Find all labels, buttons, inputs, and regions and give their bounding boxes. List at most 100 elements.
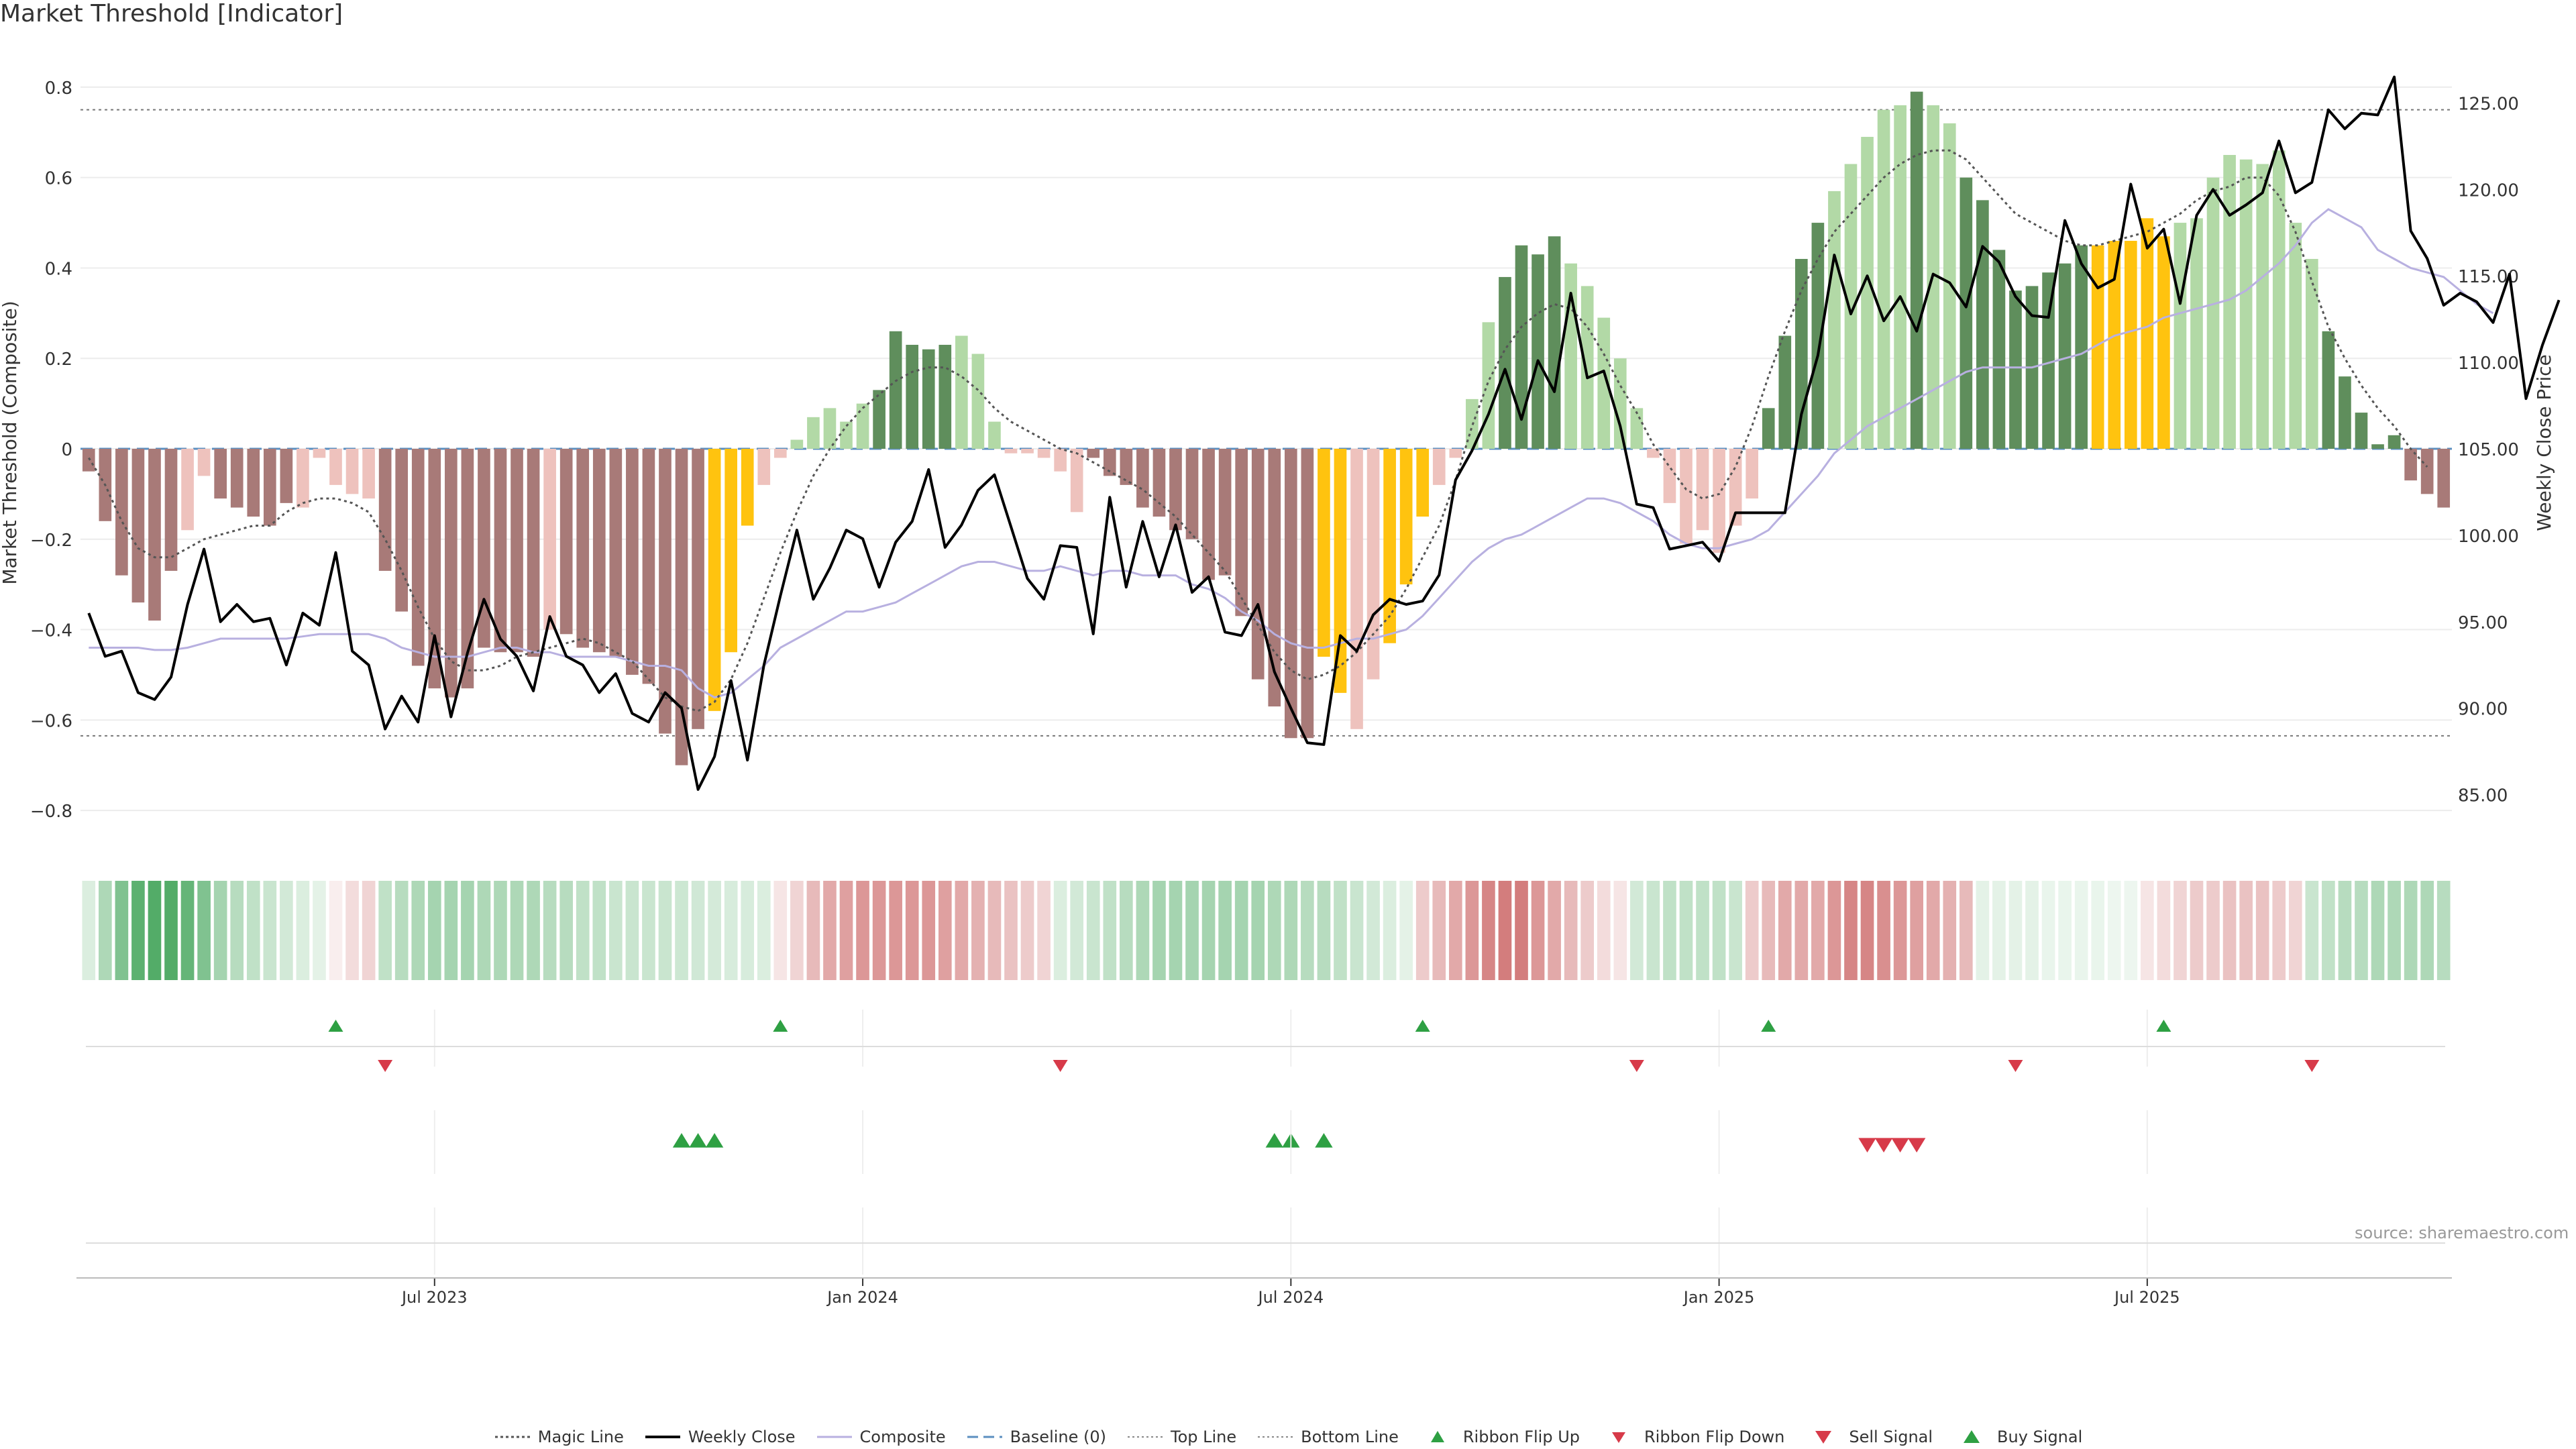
ribbon-cell [708, 881, 721, 980]
ribbon-cell [1729, 881, 1742, 980]
ribbon-cell [213, 881, 227, 980]
composite-bar [790, 439, 804, 449]
ribbon-cell [2338, 881, 2352, 980]
legend-item: Top Line [1126, 1428, 1236, 1446]
ribbon-cell [757, 881, 771, 980]
composite-bar [1103, 449, 1116, 476]
ribbon-cell [1267, 881, 1281, 980]
composite-bar [1564, 263, 1577, 449]
ribbon-cell [1959, 881, 1973, 980]
ribbon-cell [1317, 881, 1331, 980]
y2-tick-label: 125.00 [2458, 94, 2519, 114]
composite-bar [1647, 449, 1660, 458]
ribbon-cell [823, 881, 837, 980]
ribbon-cell [280, 881, 293, 980]
ribbon-cell [987, 881, 1002, 980]
composite-bar [1943, 123, 1956, 449]
composite-bar [1762, 408, 1775, 449]
ribbon-cell [856, 881, 869, 980]
composite-bar [378, 449, 392, 571]
x-axis: Jul 2023 Jan 2024 Jul 2024 Jan 2025 Jul 2025 [76, 1010, 2452, 1307]
y-tick-label: −0.8 [30, 802, 72, 822]
composite-bar [2108, 241, 2121, 449]
ribbon-cell [2124, 881, 2138, 980]
series-lines [87, 75, 2561, 791]
ribbon-cell [2008, 881, 2023, 980]
legend-label: Top Line [1171, 1428, 1237, 1446]
legend-swatch [967, 1436, 1002, 1438]
composite-bar [1861, 137, 1874, 449]
composite-bar [1844, 164, 1858, 449]
ribbon-cell [1844, 881, 1858, 980]
ribbon-cell [477, 881, 491, 980]
legend-swatch [1964, 1430, 1980, 1443]
legend-label: Sell Signal [1849, 1428, 1933, 1446]
ribbon-flip-up-marker [773, 1020, 788, 1032]
composite-bar [428, 449, 441, 689]
sell-signal-marker [1858, 1138, 1876, 1152]
ribbon-cell [2255, 881, 2269, 980]
composite-bar [873, 390, 885, 449]
ribbon-cell [1037, 881, 1051, 980]
ribbon-cell [1218, 881, 1232, 980]
composite-bar [2239, 159, 2253, 449]
composite-bar [955, 335, 968, 449]
ribbon-cell [1432, 881, 1446, 980]
y-tick-label: 0.2 [45, 350, 72, 370]
ribbon-cell [230, 881, 244, 980]
ribbon-flip-down-marker [378, 1060, 393, 1072]
ribbon-cell [1926, 881, 1940, 980]
composite-bar [1548, 236, 1561, 449]
ribbon-cell [494, 881, 507, 980]
composite-bar [1729, 449, 1742, 526]
ribbon-cell [329, 881, 343, 980]
composite-bar [1350, 449, 1363, 729]
legend-item: Ribbon Flip Down [1600, 1428, 1784, 1446]
composite-bar [2256, 164, 2269, 449]
ribbon-cell [1564, 881, 1578, 980]
composite-bar [592, 449, 606, 653]
ribbon-cell [197, 881, 211, 980]
ribbon-cell [905, 881, 919, 980]
composite-bar [1960, 177, 1973, 449]
legend-swatch [1430, 1431, 1444, 1442]
ribbon-cell [2322, 881, 2335, 980]
ribbon-cell [1943, 881, 1957, 980]
composite-bar [1185, 449, 1199, 539]
composite-bar [659, 449, 672, 734]
y2-tick-label: 110.00 [2458, 354, 2519, 374]
ribbon-cell [1531, 881, 1545, 980]
legend: Magic Line Weekly Close Composite Baseline … [0, 1428, 2576, 1446]
composite-bar [313, 449, 326, 458]
composite-bar [2404, 449, 2417, 481]
composite-bar [2322, 331, 2335, 449]
ribbon-cell [1696, 881, 1709, 980]
ribbon-cell [1877, 881, 1890, 980]
chart-title: Market Threshold [Indicator] [0, 0, 343, 28]
composite-bar [1087, 449, 1100, 458]
composite-bar [527, 449, 540, 657]
ribbon-cell [411, 881, 425, 980]
ribbon-cell [1976, 881, 1990, 980]
composite-bar [1976, 200, 1989, 449]
composite-bar [626, 449, 639, 675]
composite-bar [82, 449, 95, 472]
legend-label: Composite [859, 1428, 946, 1446]
composite-bar [1432, 449, 1446, 485]
y-tick-label: −0.6 [30, 711, 72, 731]
ribbon-cell [1234, 881, 1248, 980]
ribbon-cell [1860, 881, 1874, 980]
composite-bar [494, 449, 507, 653]
legend-swatch [645, 1436, 680, 1438]
ribbon-cell [2190, 881, 2204, 980]
composite-bar [445, 449, 458, 698]
ribbon-cell [1597, 881, 1611, 980]
composite-bar [362, 449, 375, 499]
composite-bar [2190, 218, 2203, 449]
composite-bar [1120, 449, 1133, 485]
legend-item: Buy Signal [1953, 1428, 2082, 1446]
ribbon-cell [2387, 881, 2401, 980]
ribbon-cell [1070, 881, 1084, 980]
ribbon-cell [1366, 881, 1380, 980]
ribbon-cell [691, 881, 705, 980]
